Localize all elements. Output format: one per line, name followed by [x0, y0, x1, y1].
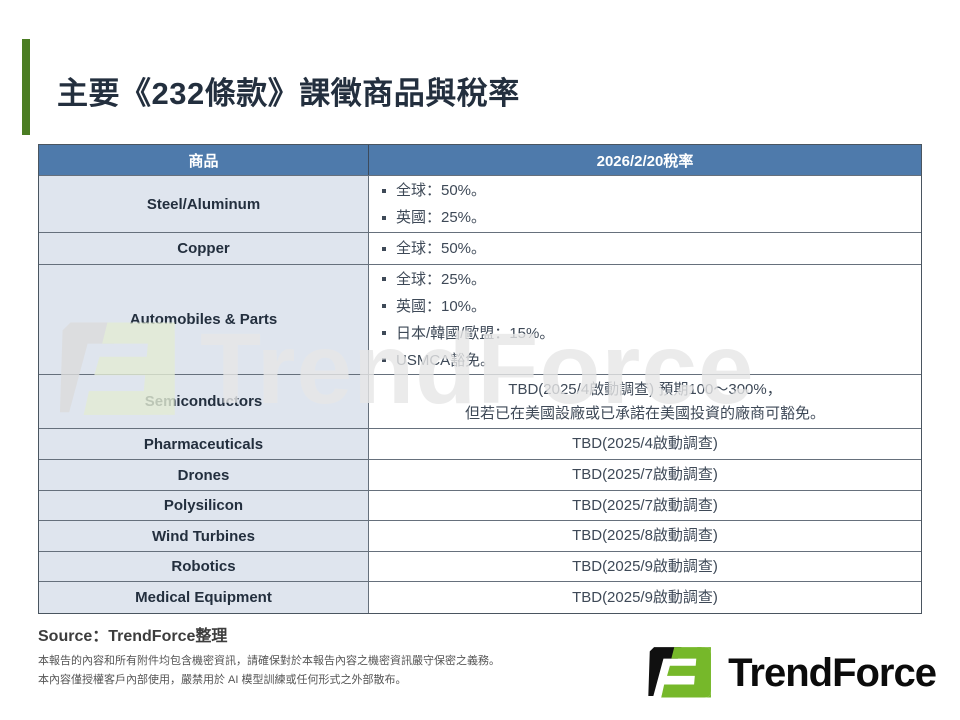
table-row: Pharmaceuticals TBD(2025/4啟動調查) [39, 428, 921, 459]
product-cell: Wind Turbines [39, 521, 369, 551]
column-header-rate: 2026/2/20稅率 [369, 145, 921, 175]
table-row: Drones TBD(2025/7啟動調查) [39, 459, 921, 490]
table-row: Wind Turbines TBD(2025/8啟動調查) [39, 520, 921, 551]
rate-text: 全球：25%。 [396, 270, 487, 288]
rate-cell: 全球：25%。 英國：10%。 日本/韓國/歐盟：15%。 USMCA豁免。 [369, 265, 921, 374]
product-cell: Steel/Aluminum [39, 176, 369, 232]
product-cell: Pharmaceuticals [39, 429, 369, 459]
rate-text: USMCA豁免。 [396, 351, 496, 369]
rate-text: TBD(2025/9啟動調查) [572, 557, 718, 575]
bullet-icon [382, 331, 386, 335]
column-header-product: 商品 [39, 145, 369, 175]
rate-text: TBD(2025/7啟動調查) [572, 466, 718, 483]
rate-text: TBD(2025/8啟動調查) [572, 527, 718, 544]
disclaimer-line: 本報告的內容和所有附件均包含機密資訊，請確保對於本報告內容之機密資訊嚴守保密之義… [38, 655, 500, 667]
product-cell: Robotics [39, 552, 369, 581]
table-row: Medical Equipment TBD(2025/9啟動調查) [39, 581, 921, 613]
table-row: Copper 全球：50%。 [39, 232, 921, 264]
bullet-icon [382, 358, 386, 362]
rate-bullet-line: 英國：25%。 [382, 204, 921, 231]
bullet-icon [382, 188, 386, 193]
rate-bullet-line: 英國：10%。 [382, 293, 921, 320]
rate-cell: TBD(2025/7啟動調查) [369, 460, 921, 490]
product-cell: Semiconductors [39, 375, 369, 428]
trendforce-logo: TrendForce [644, 644, 937, 702]
rate-text: 日本/韓國/歐盟：15%。 [396, 324, 555, 342]
rate-cell: TBD(2025/9啟動調查) [369, 552, 921, 581]
table-row: Steel/Aluminum 全球：50%。 英國：25%。 [39, 175, 921, 232]
bullet-icon [382, 246, 386, 251]
rate-text: TBD(2025/4啟動調查) [572, 435, 718, 452]
bullet-icon [382, 215, 386, 220]
disclaimer: 本報告的內容和所有附件均包含機密資訊，請確保對於本報告內容之機密資訊嚴守保密之義… [38, 652, 500, 690]
page-title: 主要《232條款》課徵商品與稅率 [57, 76, 520, 111]
rate-text: 英國：25%。 [396, 209, 487, 226]
title-accent-bar [22, 39, 30, 135]
table-row: Automobiles & Parts 全球：25%。 英國：10%。 日本/韓… [39, 264, 921, 374]
rate-cell: TBD(2025/7啟動調查) [369, 491, 921, 520]
bullet-icon [382, 277, 386, 281]
table-row: Robotics TBD(2025/9啟動調查) [39, 551, 921, 581]
rate-bullet-line: USMCA豁免。 [382, 347, 921, 374]
rate-cell: TBD(2025/4啟動調查) 預期100～300%， 但若已在美國設廠或已承諾… [369, 375, 921, 428]
product-cell: Automobiles & Parts [39, 265, 369, 374]
rate-bullet-line: 全球：25%。 [382, 266, 921, 293]
product-cell: Drones [39, 460, 369, 490]
trendforce-logo-text: TrendForce [728, 650, 937, 695]
rate-text: TBD(2025/9啟動調查) [572, 588, 718, 606]
rate-cell: TBD(2025/9啟動調查) [369, 582, 921, 613]
rate-cell: TBD(2025/8啟動調查) [369, 521, 921, 551]
table-header-row: 商品 2026/2/20稅率 [39, 145, 921, 175]
disclaimer-line: 本內容僅授權客戶內部使用，嚴禁用於 AI 模型訓練或任何形式之外部散布。 [38, 674, 407, 686]
rate-bullet-line: 全球：50%。 [382, 235, 921, 262]
table-row: Polysilicon TBD(2025/7啟動調查) [39, 490, 921, 520]
table-row: Semiconductors TBD(2025/4啟動調查) 預期100～300… [39, 374, 921, 428]
rate-text: TBD(2025/4啟動調查) 預期100～300%， [508, 380, 782, 398]
rate-text: 全球：50%。 [396, 240, 487, 257]
rate-cell: TBD(2025/4啟動調查) [369, 429, 921, 459]
bullet-icon [382, 304, 386, 308]
product-cell: Medical Equipment [39, 582, 369, 613]
rate-bullet-line: 日本/韓國/歐盟：15%。 [382, 320, 921, 347]
rate-bullet-line: 全球：50%。 [382, 177, 921, 204]
trendforce-logo-icon [648, 647, 712, 698]
rate-cell: 全球：50%。 英國：25%。 [369, 176, 921, 232]
product-cell: Copper [39, 233, 369, 264]
product-cell: Polysilicon [39, 491, 369, 520]
rate-text: 全球：50%。 [396, 182, 487, 199]
rate-text: 但若已在美國設廠或已承諾在美國投資的廠商可豁免。 [464, 404, 825, 422]
tariff-table: 商品 2026/2/20稅率 Steel/Aluminum 全球：50%。 英國… [38, 144, 922, 614]
source-note: Source：TrendForce整理 [38, 628, 228, 645]
rate-cell: 全球：50%。 [369, 233, 921, 264]
rate-text: 英國：10%。 [396, 297, 487, 315]
rate-text: TBD(2025/7啟動調查) [572, 496, 718, 514]
